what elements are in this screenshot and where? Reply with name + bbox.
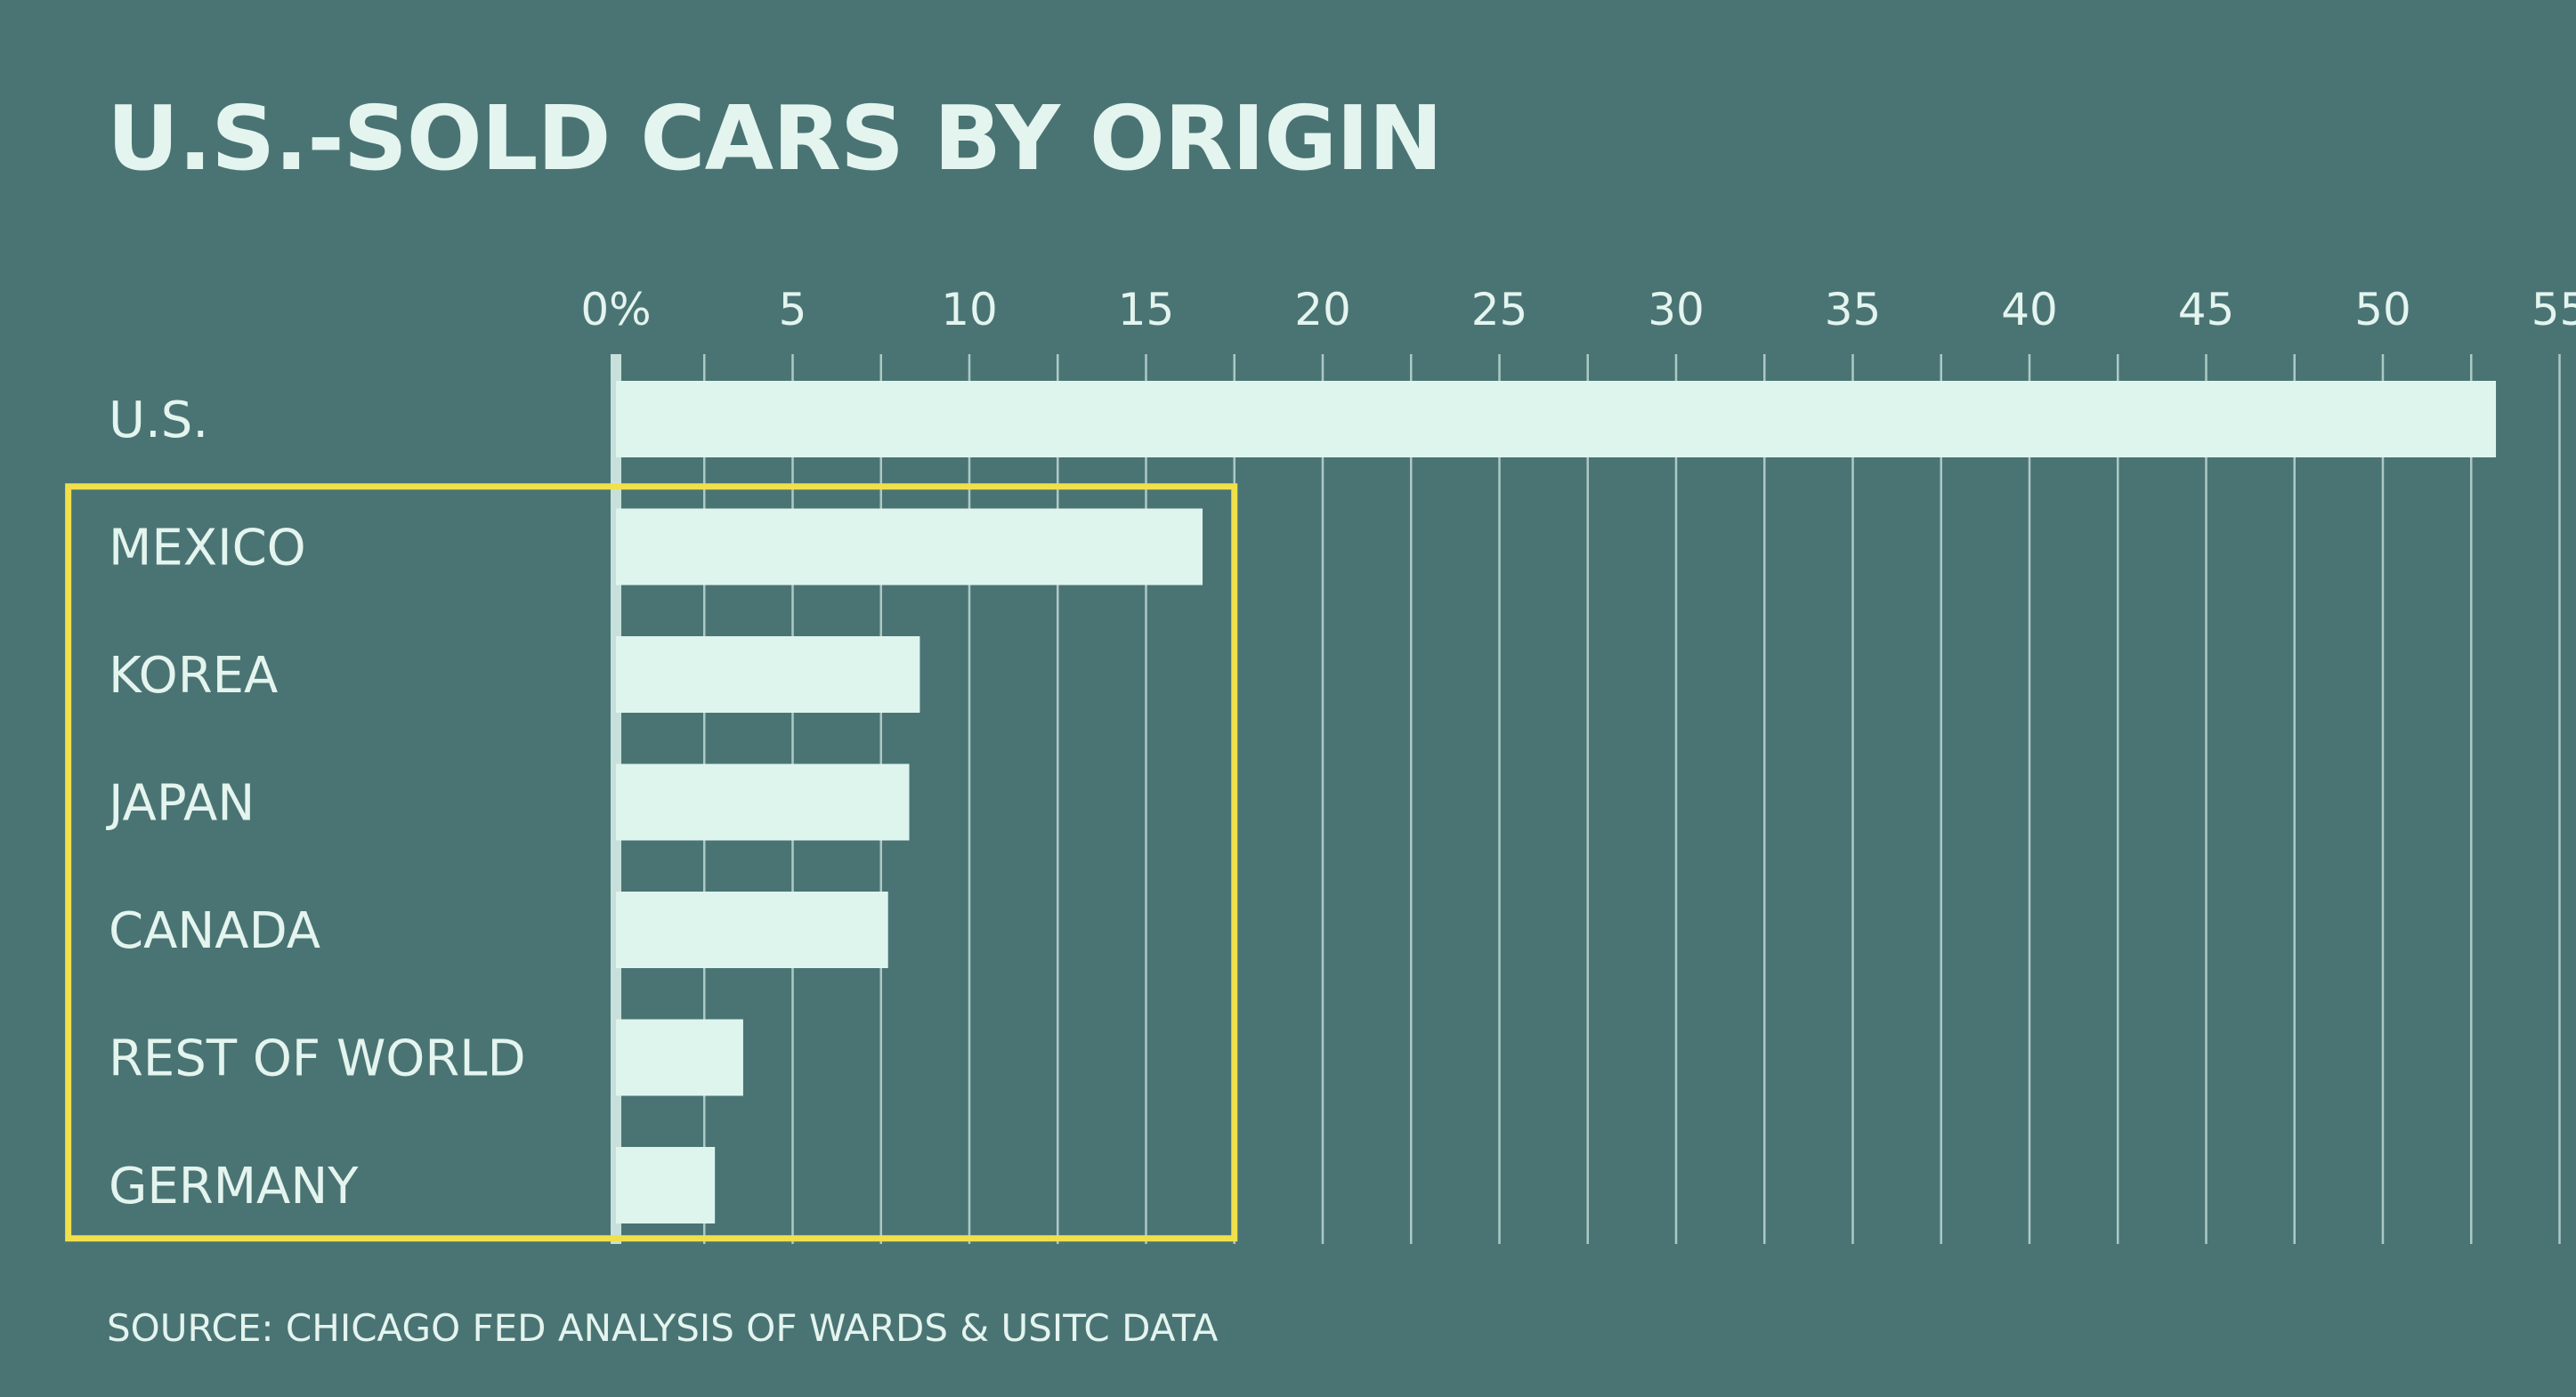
bar-rest-of-world [616, 1019, 743, 1096]
x-tick-label: 45 [2178, 284, 2235, 335]
gridlines [611, 354, 2561, 1244]
highlight-box [65, 483, 1238, 1242]
category-label: U.S. [109, 392, 208, 449]
category-label: KOREA [109, 647, 278, 705]
category-label: JAPAN [106, 775, 255, 833]
bar-germany [616, 1147, 716, 1223]
x-tick-label: 5 [779, 284, 807, 335]
x-tick-label: 0% [580, 284, 651, 335]
x-tick-label: 50 [2354, 284, 2411, 335]
category-label: MEXICO [109, 520, 306, 577]
bars [616, 381, 2497, 1223]
x-axis-ticks: 0% 5 10 15 20 25 30 35 40 45 50 55 [580, 284, 2576, 335]
category-label: GERMANY [109, 1158, 359, 1215]
bar-canada [616, 892, 888, 968]
category-label: REST OF WORLD [109, 1030, 526, 1088]
bar-korea [616, 636, 920, 713]
category-label: CANADA [109, 902, 320, 960]
x-tick-label: 20 [1294, 284, 1351, 335]
bar-u-s [616, 381, 2497, 457]
x-tick-label: 30 [1648, 284, 1705, 335]
x-tick-label: 25 [1471, 284, 1528, 335]
x-tick-label: 35 [1825, 284, 1882, 335]
bar-mexico [616, 508, 1203, 585]
chart-title: U.S.-SOLD CARS BY ORIGIN [107, 86, 1442, 190]
x-tick-label: 10 [941, 284, 998, 335]
x-tick-label: 55 [2531, 284, 2576, 335]
x-tick-label: 40 [2001, 284, 2058, 335]
category-labels: U.S. MEXICO KOREA JAPAN CANADA REST OF WORLD G… [106, 392, 526, 1215]
source-note: SOURCE: CHICAGO FED ANALYSIS OF WARDS & … [107, 1306, 1219, 1350]
x-tick-label: 15 [1118, 284, 1175, 335]
bar-japan [616, 763, 910, 841]
